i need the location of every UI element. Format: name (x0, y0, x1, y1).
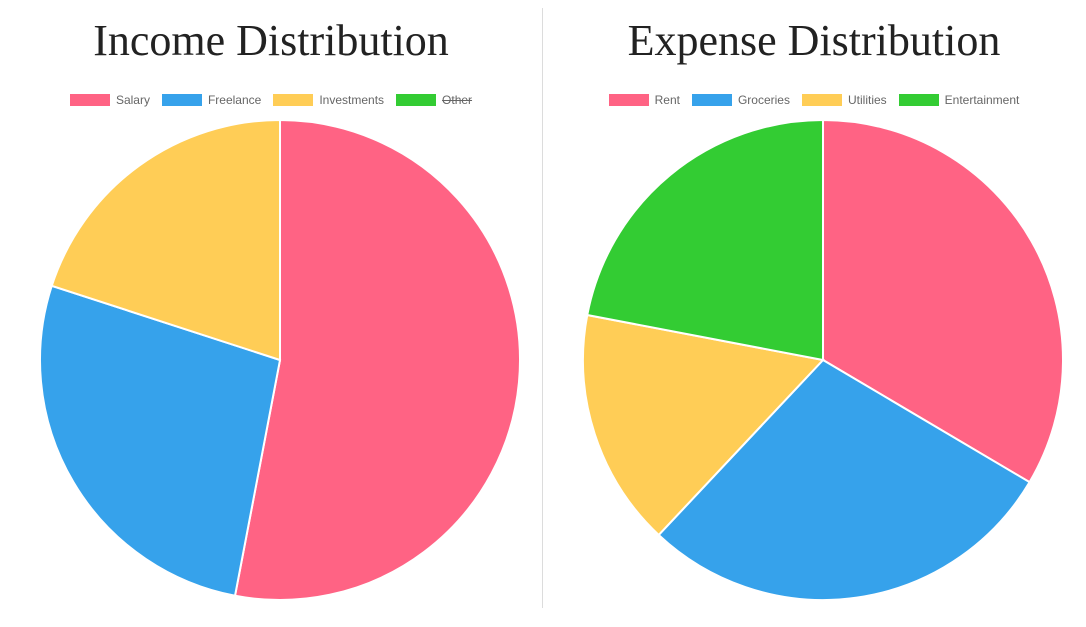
expense-legend-item-rent[interactable]: Rent (608, 92, 680, 108)
expense-legend-swatch-utilities (801, 94, 842, 106)
income-legend-label-other: Other (442, 93, 473, 107)
expense-legend-swatch-rent (608, 94, 649, 106)
income-legend-label-freelance: Freelance (207, 93, 262, 107)
income-legend-swatch-investments (273, 94, 314, 106)
income-legend-item-other[interactable]: Other (396, 92, 472, 108)
income-pie-slice-freelance[interactable] (39, 284, 282, 597)
income-legend-label-investments: Investments (319, 93, 385, 107)
income-legend-label-salary: Salary (115, 93, 150, 107)
panel-divider (542, 8, 543, 608)
expense-chart-legend: Rent Groceries Utilities Entertainment (543, 92, 1085, 108)
income-pie-chart (39, 118, 521, 601)
income-chart-title: Income Distribution (93, 16, 449, 65)
expense-pie-slice-utilities[interactable] (582, 313, 825, 537)
expense-legend-item-entertainment[interactable]: Entertainment (898, 92, 1020, 108)
income-legend-item-freelance[interactable]: Freelance (161, 92, 262, 108)
expense-legend-swatch-entertainment (898, 94, 939, 106)
income-pie-slice-investments[interactable] (50, 118, 281, 362)
income-legend-swatch-salary (69, 94, 110, 106)
expense-legend-label-utilities: Utilities (847, 93, 887, 107)
expense-legend-label-rent: Rent (654, 93, 680, 107)
expense-legend-label-groceries: Groceries (737, 93, 790, 107)
income-chart-legend: Salary Freelance Investments Other (0, 92, 542, 108)
expense-pie-slice-rent[interactable] (822, 118, 1064, 484)
income-legend-item-salary[interactable]: Salary (69, 92, 150, 108)
expense-pie-chart (582, 118, 1064, 601)
income-legend-item-investments[interactable]: Investments (273, 92, 384, 108)
expense-pie-slice-entertainment[interactable] (586, 118, 824, 362)
income-legend-swatch-other (396, 94, 437, 106)
expense-legend-swatch-groceries (691, 94, 732, 106)
expense-legend-label-entertainment: Entertainment (944, 93, 1020, 107)
expense-chart-title: Expense Distribution (627, 16, 1001, 65)
expense-legend-item-utilities[interactable]: Utilities (801, 92, 887, 108)
expense-chart-panel: Expense Distribution Rent Groceries Utilit… (543, 0, 1085, 627)
expense-pie-slice-groceries[interactable] (657, 358, 1031, 601)
expense-legend-item-groceries[interactable]: Groceries (691, 92, 790, 108)
income-legend-swatch-freelance (161, 94, 202, 106)
income-pie-slice-salary[interactable] (233, 118, 521, 601)
income-chart-panel: Income Distribution Salary Freelance Inves… (0, 0, 542, 627)
